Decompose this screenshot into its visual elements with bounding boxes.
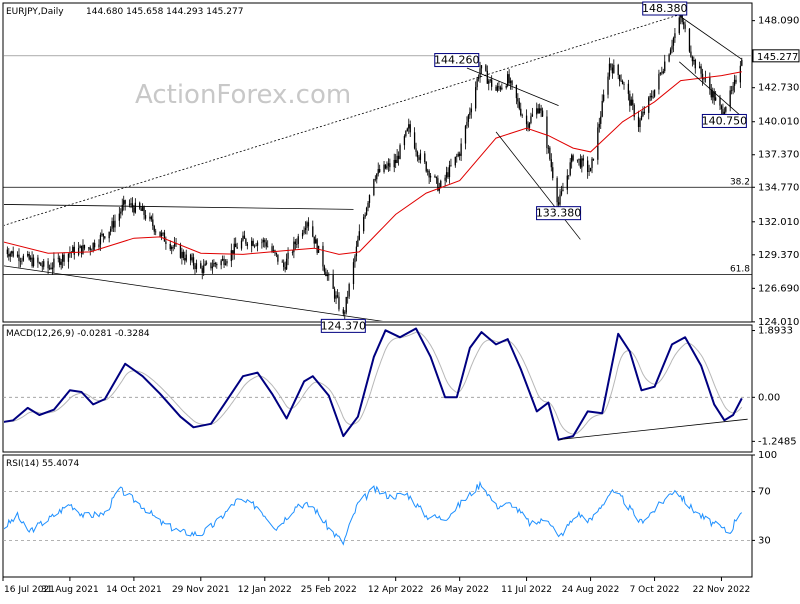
- macd-panel-title: MACD(12,26,9) -0.0281 -0.3284: [6, 329, 150, 339]
- x-tick-label: 12 Jan 2022: [238, 585, 292, 595]
- callout-124-370: 124.370: [320, 318, 367, 333]
- macd-line: [4, 327, 743, 441]
- macd-tick-label: -1.2485: [758, 436, 797, 447]
- price-panel-frame: [2, 2, 753, 323]
- rsi-tick-label: 70: [758, 487, 771, 498]
- callout-140-750: 140.750: [701, 113, 748, 128]
- x-tick-label: 14 Oct 2021: [106, 585, 162, 595]
- x-tick-label: 7 Oct 2022: [630, 585, 680, 595]
- callout-144-260: 144.260: [434, 53, 480, 68]
- rsi-panel-title: RSI(14) 55.4074: [6, 459, 79, 469]
- trendline-jun-channel-upper: [466, 67, 559, 106]
- price-tick-label: 132.010: [758, 217, 799, 228]
- macd-panel: 1.8933 0.00 -1.2485: [3, 326, 797, 447]
- price-tick-label: 134.770: [758, 182, 799, 193]
- fib-level-label: 38.2: [730, 177, 750, 187]
- macd-signal-line: [4, 331, 743, 435]
- rsi-tick-label: 30: [758, 535, 771, 546]
- price-panel: 148.090 142.730 140.010 137.370 134.770 132.0…: [3, 1, 800, 333]
- callout-box: [320, 318, 366, 333]
- callout-label: 148.380: [642, 2, 688, 15]
- last-price-label: 145.277: [757, 52, 798, 63]
- last-price-box: [752, 49, 800, 63]
- rsi-tick-label: 100: [758, 450, 777, 461]
- watermark: ActionForex.com: [135, 80, 351, 110]
- price-tick-label: 126.690: [758, 283, 799, 294]
- price-tick-label: 129.370: [758, 250, 799, 261]
- price-tick-label: 148.090: [758, 16, 799, 27]
- x-tick-label: 31 Aug 2021: [41, 585, 99, 595]
- rsi-panel: 100 70 30: [3, 450, 777, 546]
- x-tick-label: 24 Aug 2022: [562, 585, 620, 595]
- price-panel-title: EURJPY,Daily: [6, 7, 64, 17]
- rsi-line: [4, 480, 743, 546]
- trendline-oct-channel-lower: [679, 61, 745, 120]
- x-tick-label: 25 Feb 2022: [301, 585, 357, 595]
- callout-box: [536, 206, 582, 221]
- callout-box: [642, 1, 688, 16]
- ohlc-header: 144.680 145.658 144.293 145.277: [86, 7, 243, 17]
- x-tick-label: 26 May 2022: [430, 585, 489, 595]
- callout-box: [434, 53, 480, 68]
- x-tick-label: 22 Nov 2022: [693, 585, 751, 595]
- x-tick-label: 16 Jul 2021: [4, 585, 55, 595]
- callout-box: [701, 113, 747, 128]
- price-tick-label: 124.010: [758, 317, 799, 328]
- trendline-oct-channel-upper: [680, 16, 743, 60]
- moving-average-line: [4, 71, 742, 255]
- trendline-upper-range: [4, 204, 354, 210]
- trendline-lower-range: [4, 265, 384, 321]
- x-tick-label: 29 Nov 2021: [172, 585, 230, 595]
- macd-tick-label: 0.00: [758, 392, 780, 403]
- price-tick-label: 142.730: [758, 83, 799, 94]
- fib-level-label: 61.8: [730, 264, 750, 274]
- trendline-jun-channel-lower: [495, 131, 581, 240]
- callout-133-380: 133.380: [536, 206, 582, 221]
- x-tick-label: 11 Jul 2022: [501, 585, 552, 595]
- price-tick-label: 137.370: [758, 150, 799, 161]
- callout-label: 144.260: [434, 54, 480, 67]
- x-tick-label: 12 Apr 2022: [368, 585, 424, 595]
- macd-support-trendline: [558, 418, 748, 441]
- callout-148-380: 148.380: [642, 1, 688, 16]
- macd-panel-frame: [2, 324, 753, 453]
- callout-label: 133.380: [536, 207, 582, 220]
- callout-label: 140.750: [702, 114, 748, 127]
- callout-label: 124.370: [321, 319, 367, 332]
- rsi-panel-frame: [2, 454, 753, 578]
- price-tick-label: 140.010: [758, 117, 799, 128]
- macd-tick-label: 1.8933: [758, 326, 793, 337]
